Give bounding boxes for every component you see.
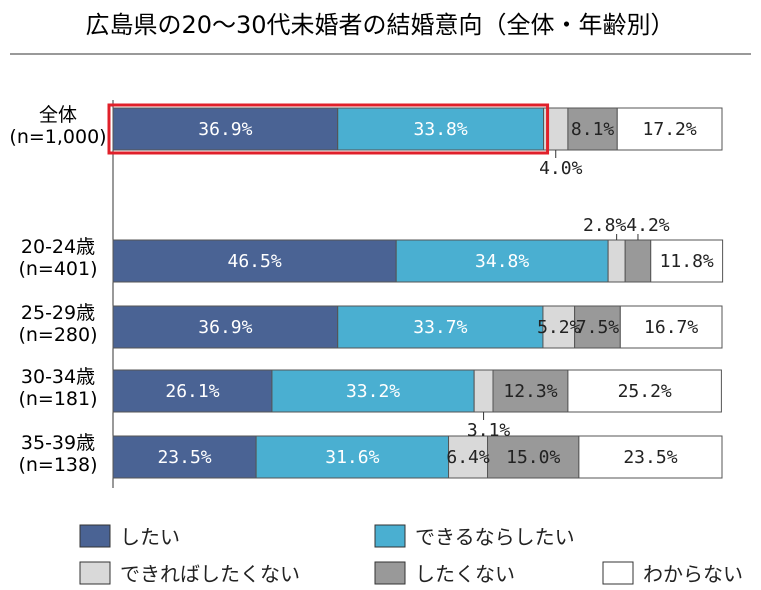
data-label: 33.2% [346,381,400,402]
legend-label: できればしたくない [120,562,300,586]
bar-segment [337,305,544,349]
category-label: 30-34歳 [21,366,95,388]
data-label: 25.2% [618,381,672,402]
data-label: 31.6% [325,447,379,468]
data-label: 5.2% [537,317,581,338]
data-label: 4.0% [539,158,583,179]
bar-segment [624,239,652,283]
category-label: 35-39歳 [21,432,95,454]
category-label: 全体 [39,104,77,126]
bar-segment [607,239,626,283]
category-label: 25-29歳 [21,302,95,324]
bar-segment [567,369,722,413]
legend-swatch [602,561,634,585]
data-label: 7.5% [576,317,620,338]
category-labels: 全体(n=1,000) 20-24歳(n=401) 25-29歳(n=280) 30-… [9,104,106,476]
bar-segment [271,369,475,413]
data-label: 2.8% [583,215,627,236]
legend-swatch [79,524,111,548]
data-label: 4.2% [626,215,670,236]
bar-segment [112,107,339,151]
bar-segment [574,305,621,349]
bar-segment [492,369,569,413]
legend-label: したくない [415,562,515,586]
data-label: 46.5% [227,251,281,272]
data-label: 23.5% [157,447,211,468]
bar-segment [395,239,609,283]
data-label: 16.7% [644,317,698,338]
data-label: 36.9% [198,317,252,338]
bar-segment [542,305,576,349]
bar-segment [448,435,489,479]
data-label: 6.4% [446,447,490,468]
data-label: 11.8% [660,251,714,272]
legend-label: わからない [643,562,743,586]
legend-swatch [79,561,111,585]
data-label: 33.7% [413,317,467,338]
bar-segment [487,435,580,479]
highlight-rect [107,103,550,155]
bar-segment [578,435,723,479]
bar-segment [112,239,397,283]
bar-segment [112,305,339,349]
legend-label: したい [120,525,180,549]
bar-segment [473,369,494,413]
category-label: (n=1,000) [9,126,106,148]
bar-segment [112,435,257,479]
bar-segment [616,107,723,151]
bar-segment [337,107,545,151]
legend-label: できるならしたい [415,525,575,549]
chart-title: 広島県の20～30代未婚者の結婚意向（全体・年齢別） [85,11,674,39]
data-labels: 36.9% 33.8% 4.0% 8.1% 17.2% 46.5% 34.8% 2.8% 4.2… [157,119,713,468]
category-label: (n=401) [18,258,97,280]
bar-segment [650,239,724,283]
bars [112,107,724,479]
data-label: 12.3% [503,381,557,402]
data-label: 3.1% [467,420,511,441]
category-label: (n=280) [18,324,97,346]
data-label: 15.0% [506,447,560,468]
bar-segment [567,107,618,151]
category-label: (n=138) [18,454,97,476]
legend-swatch [374,524,406,548]
data-label: 8.1% [571,119,615,140]
category-label: (n=181) [18,388,97,410]
highlight-box [107,103,550,155]
data-label: 34.8% [475,251,529,272]
legend-swatch [374,561,406,585]
bar-segment [112,369,273,413]
data-label: 17.2% [643,119,697,140]
data-label: 33.8% [414,119,468,140]
data-label: 36.9% [198,119,252,140]
data-label: 23.5% [623,447,677,468]
category-label: 20-24歳 [21,236,95,258]
bar-segment [619,305,723,349]
data-label: 26.1% [165,381,219,402]
